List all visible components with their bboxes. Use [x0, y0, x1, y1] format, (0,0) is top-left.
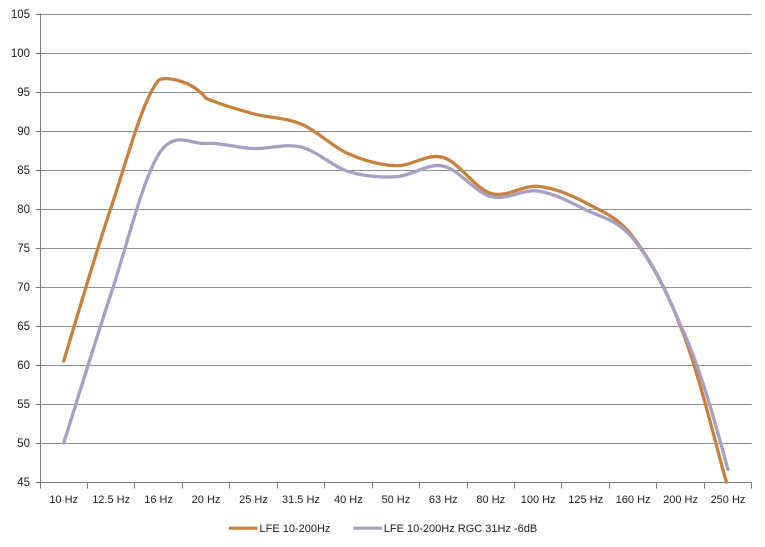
svg-text:40 Hz: 40 Hz: [334, 494, 363, 506]
svg-text:20 Hz: 20 Hz: [192, 494, 221, 506]
svg-text:10 Hz: 10 Hz: [49, 494, 78, 506]
svg-text:200 Hz: 200 Hz: [663, 494, 698, 506]
svg-text:105: 105: [11, 9, 30, 21]
svg-text:LFE 10-200Hz RGC 31Hz -6dB: LFE 10-200Hz RGC 31Hz -6dB: [384, 523, 537, 535]
svg-text:16 Hz: 16 Hz: [144, 494, 173, 506]
svg-text:65: 65: [17, 321, 30, 333]
svg-text:60: 60: [17, 360, 30, 372]
svg-text:250 Hz: 250 Hz: [711, 494, 746, 506]
svg-text:50 Hz: 50 Hz: [381, 494, 410, 506]
svg-text:95: 95: [17, 87, 30, 99]
svg-text:31.5 Hz: 31.5 Hz: [282, 494, 320, 506]
svg-text:63 Hz: 63 Hz: [429, 494, 458, 506]
svg-text:100 Hz: 100 Hz: [521, 494, 556, 506]
svg-text:70: 70: [17, 282, 30, 294]
svg-text:160 Hz: 160 Hz: [616, 494, 651, 506]
svg-text:80 Hz: 80 Hz: [476, 494, 505, 506]
svg-text:85: 85: [17, 165, 30, 177]
svg-text:45: 45: [17, 477, 30, 489]
svg-text:LFE 10-200Hz: LFE 10-200Hz: [260, 523, 331, 535]
svg-text:25 Hz: 25 Hz: [239, 494, 268, 506]
svg-text:55: 55: [17, 399, 30, 411]
svg-text:12.5 Hz: 12.5 Hz: [92, 494, 130, 506]
svg-text:125 Hz: 125 Hz: [568, 494, 603, 506]
svg-text:100: 100: [11, 48, 30, 60]
svg-text:50: 50: [17, 438, 30, 450]
svg-text:80: 80: [17, 204, 30, 216]
svg-text:90: 90: [17, 126, 30, 138]
svg-text:75: 75: [17, 243, 30, 255]
